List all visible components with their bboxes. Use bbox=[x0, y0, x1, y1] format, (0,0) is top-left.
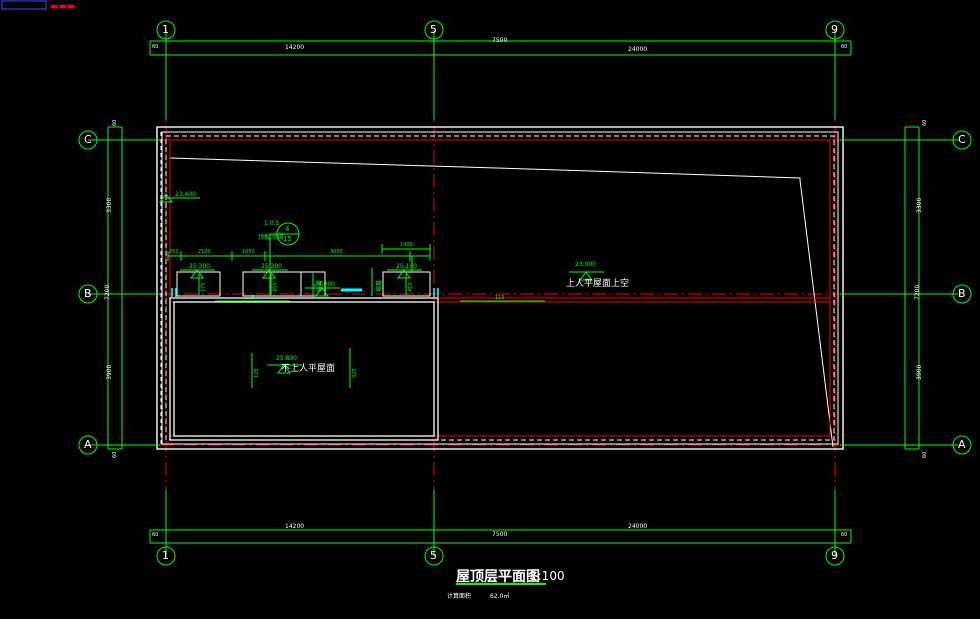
dim-top-14200: 14200 bbox=[285, 44, 305, 51]
machine-room-elev-1: 25.300 bbox=[189, 263, 210, 270]
detail-callout-bubble[interactable] bbox=[269, 222, 300, 296]
dim-top-edge-right: 60 bbox=[841, 44, 848, 50]
cyan-fixtures bbox=[171, 288, 439, 297]
drawing-title: 屋顶层平面图 bbox=[456, 569, 540, 585]
parapet-dim-2: 115 bbox=[495, 295, 505, 301]
elevation-23400: 23.400 bbox=[175, 191, 196, 198]
detail-callout-sub: 顶板,余坡 bbox=[258, 234, 284, 241]
dim-right-3900: 3900 bbox=[916, 364, 923, 380]
dim-right-edge-bottom: 60 bbox=[922, 451, 928, 458]
box-label-3: 450 bbox=[408, 282, 414, 292]
dim-left-edge-bottom: 60 bbox=[112, 451, 118, 458]
grid-bubble-b-right[interactable]: B bbox=[958, 287, 966, 300]
rooftop-dimension-chain bbox=[167, 244, 545, 388]
centerlines bbox=[88, 30, 960, 556]
grid-bubble-9-top[interactable]: 9 bbox=[831, 23, 838, 36]
dim-top-edge-left: 60 bbox=[152, 44, 159, 50]
dim-bottom-14200: 14200 bbox=[285, 523, 305, 530]
grid-bubbles[interactable] bbox=[78, 20, 972, 566]
rooftop-structures bbox=[176, 271, 431, 297]
slope-label-2: 坡度 bbox=[376, 279, 383, 292]
detail-callout-text: 1:0.5 bbox=[264, 220, 280, 227]
dim-right-total-7200: 7200 bbox=[914, 284, 921, 300]
elevation-markers bbox=[159, 193, 604, 374]
small-dim-3000: 3000 bbox=[330, 249, 343, 255]
box-label-1: 175 bbox=[201, 282, 207, 292]
grid-bubble-a-right[interactable]: A bbox=[958, 438, 966, 451]
grid-bubble-b-left[interactable]: B bbox=[84, 287, 92, 300]
dim-bottom-7500: 7500 bbox=[492, 531, 508, 538]
inner-left-dim: 125 bbox=[254, 368, 260, 378]
dim-top-7500: 7500 bbox=[492, 37, 508, 44]
slope-label-1: 坡度 bbox=[317, 279, 324, 292]
dim-bottom-edge-right: 60 bbox=[841, 532, 848, 538]
grid-bubble-9-bottom[interactable]: 9 bbox=[831, 549, 838, 562]
machine-room-elev-3: 25.100 bbox=[396, 263, 417, 270]
title-underline bbox=[456, 583, 546, 585]
small-dim-1650: 1650 bbox=[242, 249, 255, 255]
title-subtitle-left: 计算面积 bbox=[447, 593, 472, 600]
grid-bubble-c-right[interactable]: C bbox=[958, 133, 966, 146]
grid-bubble-c-left[interactable]: C bbox=[84, 133, 92, 146]
roof-slope-line bbox=[169, 157, 834, 448]
machine-room-elev-2: 25.300 bbox=[261, 263, 282, 270]
roof-void-label: 上人平屋面上空 bbox=[566, 279, 630, 289]
dim-left-3900: 3900 bbox=[106, 364, 113, 380]
gutter-elevation: 24.900 bbox=[314, 281, 335, 288]
dim-left-3300: 3300 bbox=[106, 197, 113, 213]
small-dim-2100: 2100 bbox=[198, 249, 211, 255]
building-outline bbox=[156, 126, 844, 450]
title-subtitle-right: 62.0㎡ bbox=[490, 593, 510, 600]
dim-bottom-24000: 24000 bbox=[628, 523, 648, 530]
non-walkable-roof-label: 不上人平屋面 bbox=[281, 364, 336, 374]
dim-left-edge-top: 60 bbox=[112, 119, 118, 126]
dim-right-3300: 3300 bbox=[916, 197, 923, 213]
titlebar-swatch bbox=[1, 0, 47, 10]
parapet-dim-1: 115 bbox=[245, 295, 255, 301]
grid-bubble-5-top[interactable]: 5 bbox=[430, 23, 437, 36]
non-walkable-roof-area bbox=[169, 297, 439, 441]
roof-void-elevation: 23.000 bbox=[575, 261, 596, 268]
small-dim-250: 250 bbox=[169, 249, 179, 255]
dim-right-edge-top: 60 bbox=[922, 119, 928, 126]
box-label-2: 450 bbox=[273, 282, 279, 292]
inner-right-dim: 325 bbox=[352, 368, 358, 378]
drawing-scale: 1:100 bbox=[530, 569, 565, 583]
detail-bubble-denominator: 15 bbox=[283, 235, 292, 243]
grid-bubble-a-left[interactable]: A bbox=[84, 438, 92, 451]
grid-bubble-5-bottom[interactable]: 5 bbox=[430, 549, 437, 562]
dim-left-total-7200: 7200 bbox=[104, 284, 111, 300]
dim-top-24000: 24000 bbox=[628, 46, 648, 53]
dim-bottom-edge-left: 60 bbox=[152, 532, 159, 538]
grid-bubble-1-top[interactable]: 1 bbox=[162, 23, 169, 36]
detail-bubble-numerator: 4 bbox=[285, 225, 290, 233]
non-walkable-roof-elevation: 25.800 bbox=[276, 355, 297, 362]
roof-inner-offset bbox=[169, 139, 831, 437]
small-dim-1400: 1400 bbox=[400, 242, 413, 248]
titlebar-text: ▬▬▬ bbox=[50, 2, 76, 12]
dimension-lines bbox=[88, 30, 958, 556]
grid-bubble-1-bottom[interactable]: 1 bbox=[162, 549, 169, 562]
